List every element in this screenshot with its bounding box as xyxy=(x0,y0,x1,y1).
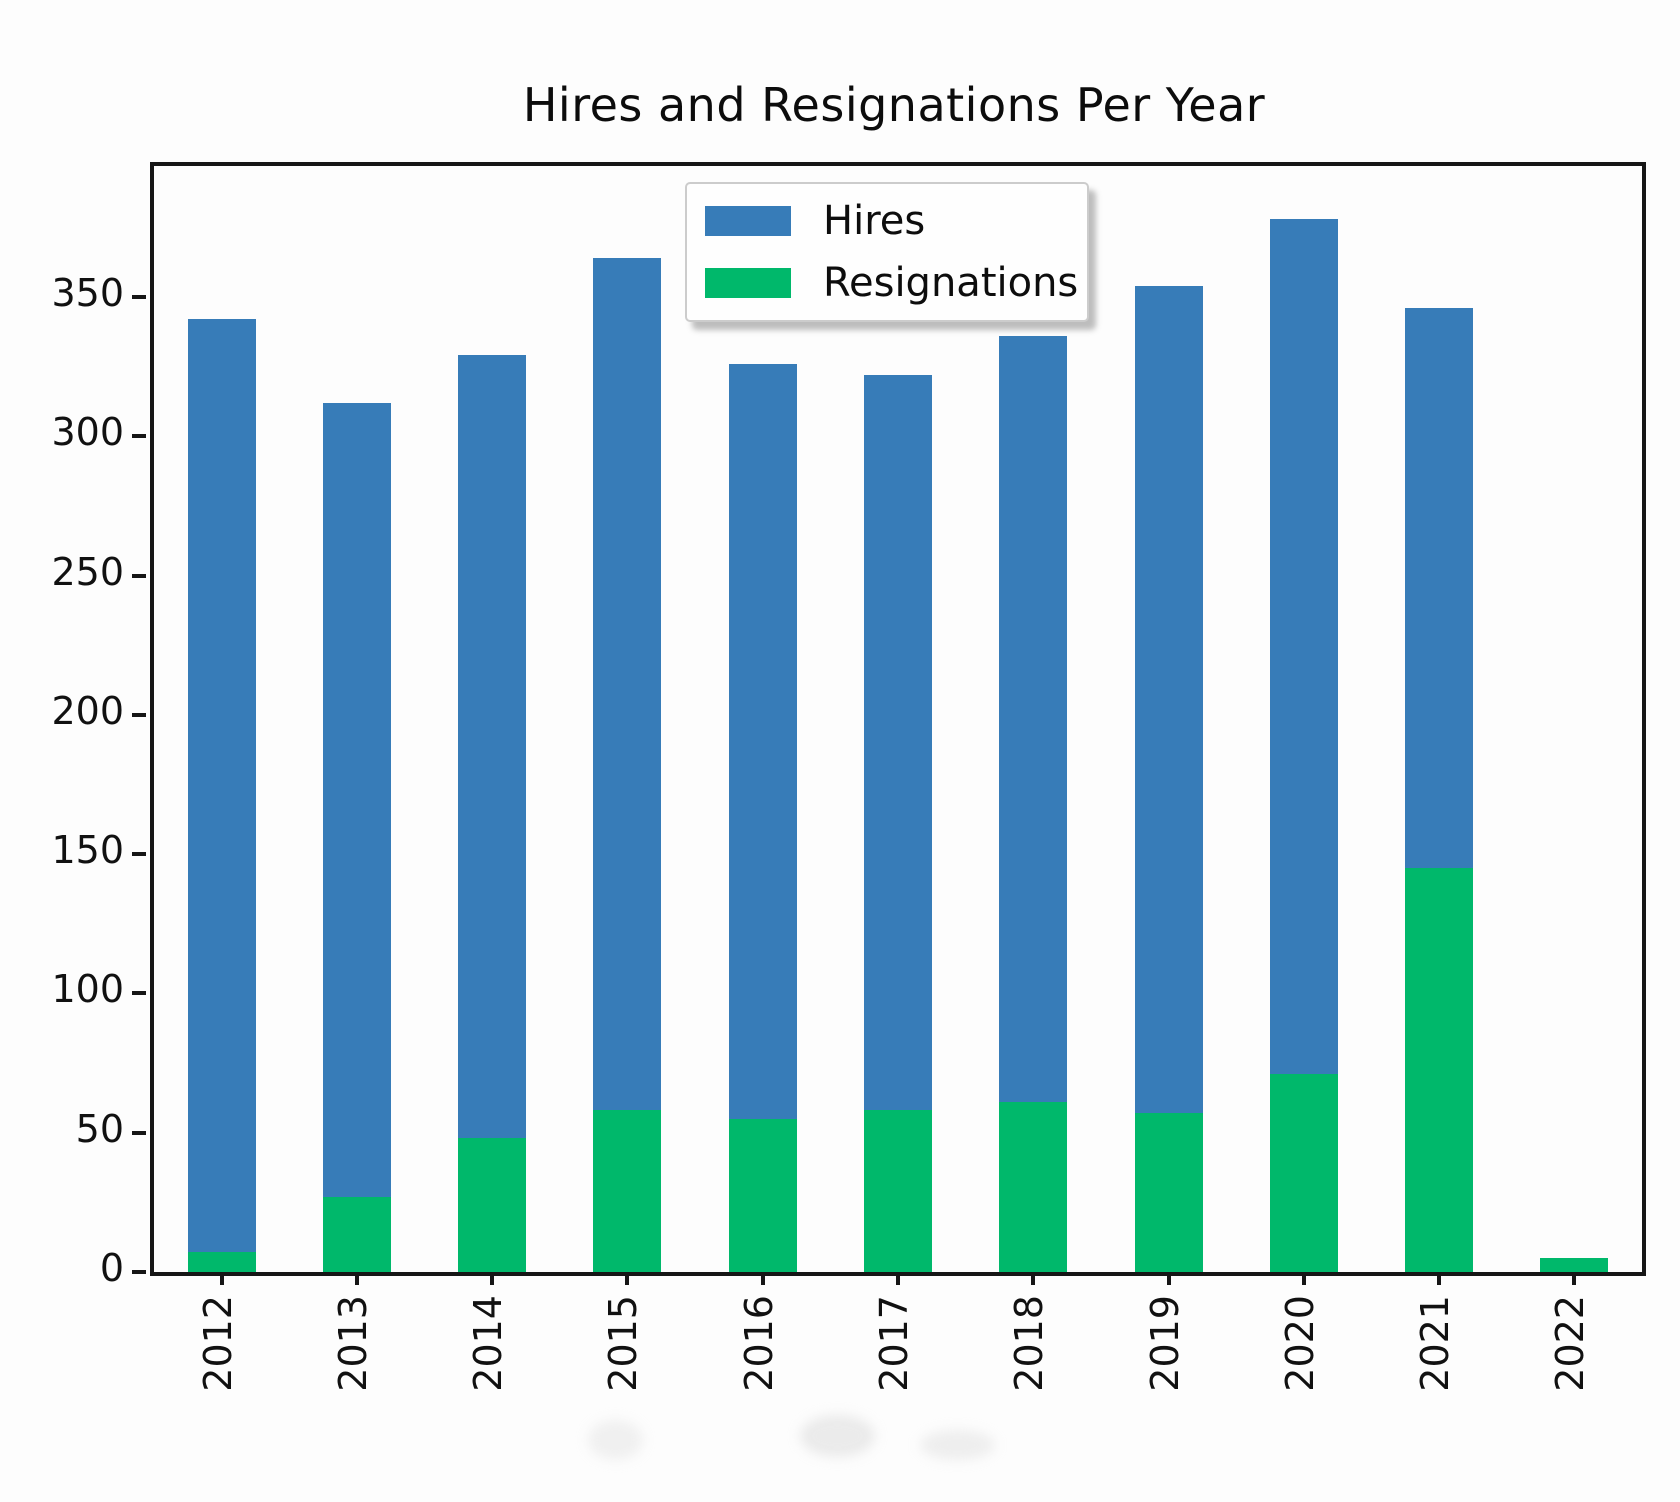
bar-resignations-2021 xyxy=(1405,868,1473,1272)
plot-area: Hires Resignations xyxy=(150,162,1646,1276)
bar-hires-2012 xyxy=(188,319,256,1272)
x-axis-tick xyxy=(490,1270,494,1285)
x-axis-tick xyxy=(761,1270,765,1285)
x-axis-tick-label: 2019 xyxy=(1143,1295,1187,1392)
legend-item-resignations: Resignations xyxy=(705,260,1078,306)
x-axis-tick-label: 2020 xyxy=(1278,1295,1322,1392)
x-axis-tick-label: 2015 xyxy=(601,1295,645,1392)
y-axis-tick xyxy=(132,713,146,717)
bar-resignations-2016 xyxy=(729,1119,797,1272)
x-axis-tick-label: 2021 xyxy=(1413,1295,1457,1392)
x-axis-tick xyxy=(355,1270,359,1285)
bar-hires-2014 xyxy=(458,355,526,1272)
x-axis-tick xyxy=(1031,1270,1035,1285)
x-axis-tick-label: 2018 xyxy=(1007,1295,1051,1392)
x-axis-tick xyxy=(1572,1270,1576,1285)
bar-resignations-2015 xyxy=(593,1110,661,1272)
x-axis-tick xyxy=(1302,1270,1306,1285)
hires-swatch-icon xyxy=(705,206,791,236)
x-axis-tick xyxy=(220,1270,224,1285)
bar-resignations-2012 xyxy=(188,1252,256,1272)
x-axis-tick xyxy=(625,1270,629,1285)
y-axis-tick-label: 250 xyxy=(51,550,124,594)
chart-title: Hires and Resignations Per Year xyxy=(522,78,1266,132)
y-axis-tick-label: 0 xyxy=(99,1246,124,1290)
y-axis-tick xyxy=(132,1270,146,1274)
y-axis-tick-label: 50 xyxy=(75,1107,124,1151)
bar-resignations-2013 xyxy=(323,1197,391,1272)
x-axis-tick xyxy=(1437,1270,1441,1285)
y-axis-tick xyxy=(132,574,146,578)
bar-resignations-2014 xyxy=(458,1138,526,1272)
x-axis-tick-label: 2012 xyxy=(196,1295,240,1392)
legend-item-hires: Hires xyxy=(705,198,925,244)
x-axis-tick xyxy=(896,1270,900,1285)
y-axis-tick xyxy=(132,991,146,995)
y-axis-tick-label: 300 xyxy=(51,410,124,454)
bar-resignations-2018 xyxy=(999,1102,1067,1272)
x-axis-tick-label: 2016 xyxy=(737,1295,781,1392)
bar-resignations-2022 xyxy=(1540,1258,1608,1272)
x-axis-tick-label: 2014 xyxy=(466,1295,510,1392)
bar-hires-2019 xyxy=(1135,286,1203,1272)
y-axis-tick-label: 350 xyxy=(51,271,124,315)
y-axis-tick xyxy=(132,1131,146,1135)
scan-artifact xyxy=(800,1415,875,1457)
legend-label-resignations: Resignations xyxy=(823,260,1079,306)
legend-label-hires: Hires xyxy=(823,198,926,244)
y-axis-tick xyxy=(132,434,146,438)
y-axis-tick-label: 200 xyxy=(51,689,124,733)
x-axis-tick xyxy=(1167,1270,1171,1285)
bar-hires-2013 xyxy=(323,403,391,1272)
y-axis-tick xyxy=(132,295,146,299)
x-axis-tick-label: 2017 xyxy=(872,1295,916,1392)
resignations-swatch-icon xyxy=(705,268,791,298)
x-axis-tick-label: 2013 xyxy=(331,1295,375,1392)
bar-hires-2015 xyxy=(593,258,661,1272)
scan-artifact xyxy=(588,1420,643,1460)
scan-artifact xyxy=(920,1430,995,1460)
bar-resignations-2019 xyxy=(1135,1113,1203,1272)
bar-resignations-2020 xyxy=(1270,1074,1338,1272)
legend: Hires Resignations xyxy=(685,182,1089,322)
x-axis-tick-label: 2022 xyxy=(1548,1295,1592,1392)
y-axis-tick-label: 150 xyxy=(51,828,124,872)
bar-resignations-2017 xyxy=(864,1110,932,1272)
y-axis-tick xyxy=(132,852,146,856)
y-axis-tick-label: 100 xyxy=(51,967,124,1011)
